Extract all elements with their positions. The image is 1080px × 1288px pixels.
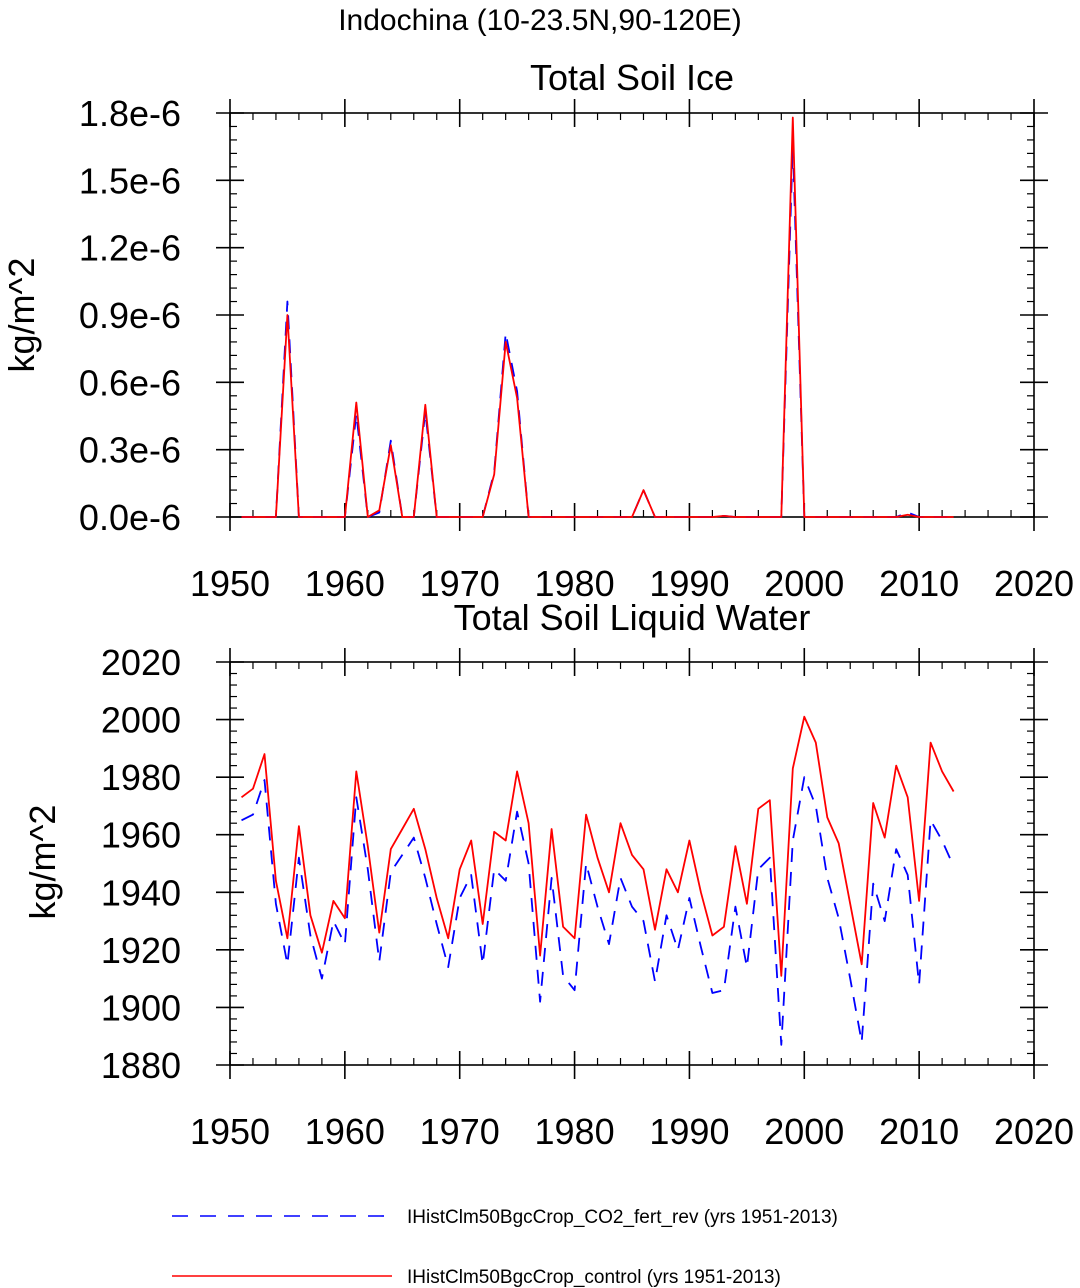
x-tick-label: 2010 [879,1111,959,1152]
x-tick-label: 1990 [649,563,729,604]
x-tick-label: 2010 [879,563,959,604]
x-tick-label: 1950 [190,563,270,604]
y-tick-label: 1880 [101,1045,181,1086]
y-tick-label: 1.5e-6 [79,160,181,201]
soil-ice-ylabel: kg/m^2 [1,258,42,373]
x-tick-label: 1960 [305,1111,385,1152]
x-tick-label: 1970 [420,563,500,604]
x-tick-label: 1960 [305,563,385,604]
soil-ice-panel: Total Soil Ice kg/m^2 1950 1960 1970 1980 19… [1,57,1074,604]
y-tick-label: 0.3e-6 [79,430,181,471]
x-tick-label: 2000 [764,563,844,604]
x-tick-label: 2020 [994,563,1074,604]
y-tick-label: 1.8e-6 [79,93,181,134]
series-line-control [240,715,955,977]
soil-liquid-ylabel: kg/m^2 [22,805,63,920]
soil-ice-title: Total Soil Ice [530,57,734,98]
x-tick-label: 1990 [649,1111,729,1152]
y-tick-label: 1960 [101,815,181,856]
series-line-control [241,116,954,518]
y-tick-label: 0.0e-6 [79,497,181,538]
series-line-co2-fert-rev [241,776,955,1046]
legend: IHistClm50BgcCrop_CO2_fert_rev (yrs 1951… [172,1207,838,1288]
x-tick-label: 2020 [994,1111,1074,1152]
y-tick-label: 2000 [101,700,181,741]
y-tick-label: 1940 [101,872,181,913]
x-tick-label: 1980 [535,563,615,604]
soil-liquid-plot-area: 1950 1960 1970 1980 1990 2000 2010 2020 1880 1900… [101,642,1074,1152]
x-tick-label: 1970 [420,1111,500,1152]
plot-frame [229,661,1035,1066]
y-tick-label: 0.6e-6 [79,362,181,403]
y-tick-label: 1920 [101,930,181,971]
y-tick-label: 1.2e-6 [79,228,181,269]
y-tick-label: 2020 [101,642,181,683]
soil-ice-plot-area: 1950 1960 1970 1980 1990 2000 2010 2020 0.0e-6 0.… [79,93,1074,604]
y-tick-label: 0.9e-6 [79,295,181,336]
x-tick-label: 2000 [764,1111,844,1152]
x-tick-label: 1950 [190,1111,270,1152]
legend-label-co2-fert-rev: IHistClm50BgcCrop_CO2_fert_rev (yrs 1951… [407,1207,838,1228]
series-line-co2-fert-rev [241,143,954,518]
soil-liquid-panel: Total Soil Liquid Water kg/m^2 1950 1960 1… [22,597,1074,1152]
x-tick-label: 1980 [535,1111,615,1152]
y-tick-label: 1900 [101,987,181,1028]
y-tick-label: 1980 [101,757,181,798]
legend-label-control: IHistClm50BgcCrop_control (yrs 1951-2013… [407,1267,781,1288]
figure-title: Indochina (10-23.5N,90-120E) [338,4,742,37]
soil-liquid-title: Total Soil Liquid Water [454,597,811,638]
